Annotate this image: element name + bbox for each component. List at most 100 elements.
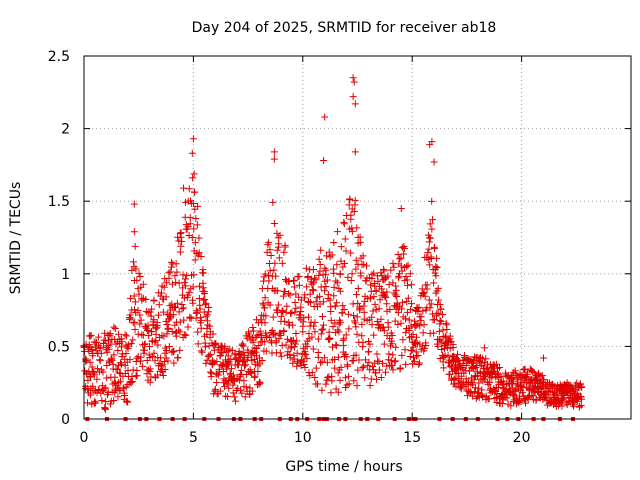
data-point <box>420 321 428 329</box>
data-point <box>225 384 233 392</box>
data-point <box>275 254 283 262</box>
data-point <box>136 320 144 328</box>
data-point <box>350 377 358 385</box>
data-point <box>175 279 183 287</box>
data-point <box>407 306 415 314</box>
data-point <box>509 377 517 385</box>
data-point <box>237 371 245 379</box>
data-point <box>406 352 414 360</box>
data-point <box>405 327 413 335</box>
data-point <box>543 401 551 409</box>
data-point <box>493 390 501 398</box>
data-point <box>152 330 160 338</box>
data-point <box>114 347 122 355</box>
data-point <box>340 335 348 343</box>
data-point <box>138 331 146 339</box>
data-point <box>127 379 135 387</box>
data-point <box>469 359 477 367</box>
data-point <box>166 268 174 276</box>
data-point <box>191 188 199 196</box>
data-point <box>391 357 399 365</box>
data-point <box>121 331 129 339</box>
data-point <box>101 405 109 413</box>
data-point <box>103 374 111 382</box>
data-point <box>102 384 110 392</box>
data-point <box>419 329 427 337</box>
data-point <box>115 379 123 387</box>
data-point <box>231 349 239 357</box>
data-point <box>353 313 361 321</box>
data-point <box>351 201 359 209</box>
data-point-outlier <box>349 74 357 82</box>
data-point <box>352 351 360 359</box>
data-point <box>168 328 176 336</box>
data-point <box>341 374 349 382</box>
data-point <box>383 307 391 315</box>
data-point <box>427 253 435 261</box>
data-point <box>250 373 258 381</box>
data-point <box>213 379 221 387</box>
data-point <box>186 220 194 228</box>
data-point <box>246 332 254 340</box>
data-point <box>308 369 316 377</box>
data-point <box>415 359 423 367</box>
data-point <box>328 251 336 259</box>
data-point <box>333 228 341 236</box>
data-point <box>326 334 334 342</box>
data-point <box>446 344 454 352</box>
data-point <box>223 380 231 388</box>
data-point <box>366 382 374 390</box>
data-point <box>278 259 286 267</box>
data-point <box>415 303 423 311</box>
data-point <box>374 277 382 285</box>
data-point <box>523 374 531 382</box>
data-point <box>87 331 95 339</box>
data-point <box>410 317 418 325</box>
data-point <box>275 240 283 248</box>
data-point <box>96 343 104 351</box>
data-point <box>391 358 399 366</box>
data-point <box>317 246 325 254</box>
data-point <box>185 185 193 193</box>
data-point <box>251 372 259 380</box>
data-point <box>276 349 284 357</box>
data-point <box>261 270 269 278</box>
x-tick-label: 20 <box>513 430 531 446</box>
data-point <box>100 385 108 393</box>
data-point <box>430 279 438 287</box>
data-point <box>179 271 187 279</box>
data-point <box>303 283 311 291</box>
data-point <box>414 352 422 360</box>
data-point <box>126 294 134 302</box>
data-point <box>286 291 294 299</box>
data-point <box>376 296 384 304</box>
data-point <box>195 234 203 242</box>
data-point-outlier <box>480 344 488 352</box>
data-point <box>88 363 96 371</box>
data-point <box>404 261 412 269</box>
data-point <box>318 326 326 334</box>
data-point <box>380 340 388 348</box>
data-point <box>402 272 410 280</box>
data-point <box>404 294 412 302</box>
data-point <box>180 294 188 302</box>
data-point <box>420 289 428 297</box>
data-point-outlier <box>351 148 359 156</box>
data-point <box>289 277 297 285</box>
data-point <box>199 269 207 277</box>
data-point <box>194 328 202 336</box>
data-point <box>206 368 214 376</box>
data-point <box>470 376 478 384</box>
data-point <box>277 352 285 360</box>
data-point <box>124 345 132 353</box>
x-axis-label: GPS time / hours <box>285 459 402 475</box>
data-point-outlier <box>351 100 359 108</box>
data-point <box>441 333 449 341</box>
data-point <box>149 352 157 360</box>
data-point <box>219 349 227 357</box>
data-point <box>403 281 411 289</box>
data-point <box>292 304 300 312</box>
grid <box>84 56 631 419</box>
data-point <box>293 337 301 345</box>
data-point <box>380 327 388 335</box>
